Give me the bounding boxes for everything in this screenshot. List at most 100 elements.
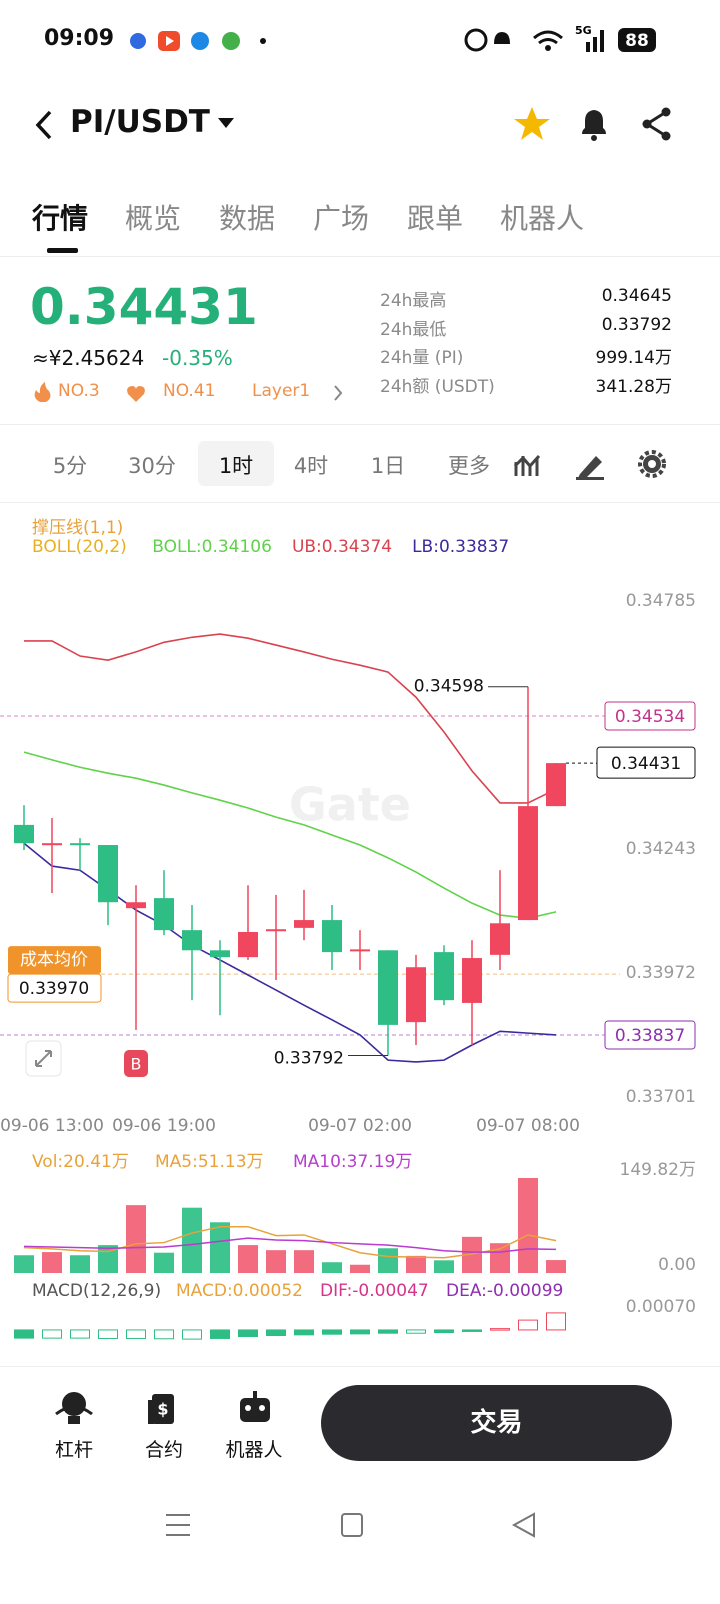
last-label: 0.34431 [611, 754, 681, 774]
candle-body [182, 930, 202, 951]
timeframe[interactable]: 5分 [52, 454, 88, 478]
timeframe[interactable]: 1日 [370, 454, 406, 478]
volume-bar [154, 1252, 174, 1273]
tag[interactable]: NO.3 [58, 381, 100, 401]
macd-bar [350, 1329, 370, 1335]
tab[interactable]: 行情 [32, 202, 89, 235]
cost-box [7, 973, 102, 1003]
candle-body [350, 949, 370, 952]
battery: 88 [625, 31, 649, 51]
volume-legend: Vol:20.41万 [32, 1152, 129, 1172]
price-box [604, 1020, 696, 1050]
candle-body [462, 958, 482, 1003]
macd-bar [434, 1329, 454, 1334]
app-icons [130, 31, 266, 51]
macd-bar [294, 1329, 314, 1336]
macd-bar [126, 1329, 146, 1339]
timeframe[interactable]: 更多 [448, 454, 490, 478]
candle-body [490, 923, 510, 955]
volume-bar [14, 1255, 34, 1273]
volume-bar [462, 1236, 482, 1273]
nav-bar [166, 1512, 535, 1538]
y-tick-label: 0.33701 [626, 1087, 696, 1107]
back-button[interactable] [30, 108, 60, 142]
macd-bar [154, 1329, 174, 1340]
network: 5G [575, 24, 592, 37]
pair-title[interactable]: PI/USDT [70, 104, 210, 140]
candle-body [126, 902, 146, 909]
chart-tools[interactable] [512, 448, 672, 480]
candle-body [434, 952, 454, 1001]
volume-bar [266, 1250, 286, 1273]
x-tick-label: 09-06 13:00 [0, 1116, 104, 1136]
timeframe[interactable]: 1时 [218, 454, 254, 478]
volume-bar [294, 1250, 314, 1273]
candle-body [378, 950, 398, 1025]
last-price: 0.34431 [30, 278, 258, 336]
volume-bar [406, 1255, 426, 1273]
macd-bar [266, 1329, 286, 1337]
tag-icons [34, 382, 343, 402]
candle-body [406, 967, 426, 1023]
bottom-icons: $ [55, 1391, 270, 1424]
kline-chart: Gate0.347850.345140.342430.339720.337010… [0, 591, 696, 1340]
y-tick-label: 0.34243 [626, 839, 696, 859]
boll-legend: BOLL(20,2) BOLL:0.34106 UB:0.34374 LB:0.33… [32, 537, 509, 557]
band-line [24, 633, 557, 804]
indicator-title: 撑压线(1,1) [32, 518, 124, 538]
tab[interactable]: 数据 [219, 202, 276, 235]
macd-legend: MACD(12,26,9) [32, 1281, 161, 1301]
divider [0, 1366, 720, 1367]
macd-bar [490, 1328, 510, 1331]
timeframe[interactable]: 30分 [128, 454, 176, 478]
cny-price: ≈¥2.45624 [32, 346, 145, 370]
volume-bar [182, 1207, 202, 1273]
candle-body [518, 806, 538, 921]
volume-bar [546, 1260, 566, 1273]
watermark: Gate [289, 778, 411, 832]
high-label: 0.34598 [414, 677, 484, 697]
bottom-item: 合约 [144, 1439, 184, 1461]
macd-bar [406, 1329, 426, 1334]
macd-bar [182, 1329, 202, 1340]
cost-name: 成本均价 [20, 950, 88, 970]
tab[interactable]: 跟单 [407, 202, 464, 235]
selected-timeframe [198, 441, 274, 486]
volume-bar [238, 1245, 258, 1273]
legend-item: BOLL:0.34106 [152, 537, 272, 557]
tab[interactable]: 广场 [313, 202, 370, 235]
volume-bar [70, 1255, 90, 1273]
macd-bar [546, 1312, 566, 1331]
cost-tag [8, 946, 101, 975]
dropdown[interactable] [216, 116, 236, 130]
volume-legend: MA5:51.13万 [155, 1152, 264, 1172]
macd-legend: MACD:0.00052 [176, 1281, 303, 1301]
macd-legend: DIF:-0.00047 [320, 1281, 429, 1301]
stat-label: 24h最低 [380, 319, 447, 340]
macd-bar [462, 1329, 482, 1332]
volume-legend: MA10:37.19万 [293, 1152, 412, 1172]
y-tick-label: 0.34785 [626, 591, 696, 611]
tag[interactable]: Layer1 [252, 381, 311, 401]
volume-tick-label: 0.00 [658, 1255, 696, 1275]
stat-label: 24h额 (USDT) [380, 376, 495, 397]
tag[interactable]: NO.41 [163, 381, 216, 401]
x-tick-label: 09-06 19:00 [112, 1116, 216, 1136]
candle-body [322, 920, 342, 953]
volume-bar [42, 1252, 62, 1273]
macd-bar [322, 1329, 342, 1335]
tab[interactable]: 概览 [125, 202, 182, 235]
trade-button[interactable]: 交易 [321, 1385, 672, 1461]
volume-bar [378, 1248, 398, 1273]
timeframe[interactable]: 4时 [293, 454, 329, 478]
volume-ma [23, 1225, 557, 1259]
header-actions[interactable] [512, 104, 682, 144]
tab[interactable]: 机器人 [500, 202, 585, 235]
x-tick-label: 09-07 08:00 [476, 1116, 580, 1136]
macd-bar [210, 1329, 230, 1339]
candle-body [70, 843, 90, 846]
candle-body [238, 931, 258, 958]
volume-bar [490, 1243, 510, 1273]
bottom-item: 杠杆 [54, 1439, 94, 1461]
